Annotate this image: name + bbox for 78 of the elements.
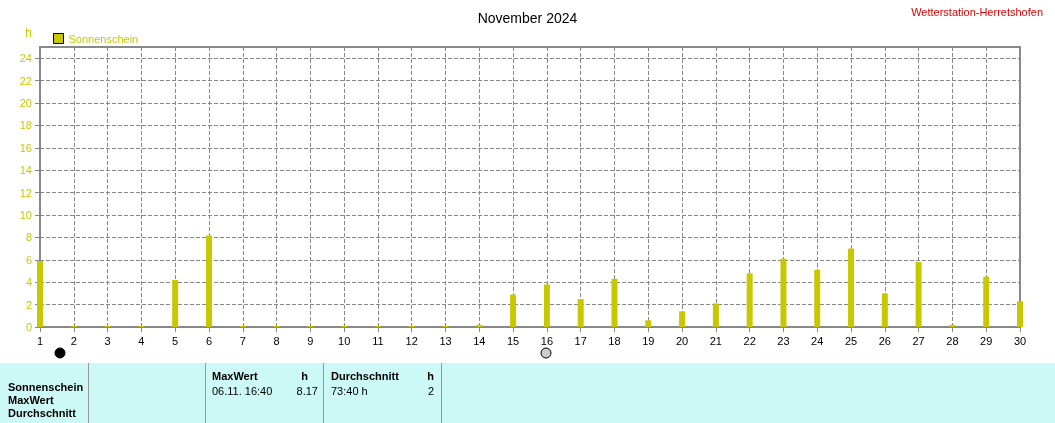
text: Durchschnitt [331, 370, 399, 382]
y-tick-label: 22 [19, 74, 32, 87]
text: Wetterstation-Herretshofen [911, 6, 1043, 18]
y-axis-title: h [25, 26, 32, 40]
text: 73:40 h [331, 385, 368, 397]
x-tick-label: 25 [844, 334, 858, 347]
x-tick-label: 5 [172, 334, 179, 347]
y-tick-label: 8 [25, 231, 32, 244]
x-tick-label: 7 [239, 334, 246, 347]
x-tick-label: 10 [338, 334, 351, 347]
y-tick-label: 6 [25, 253, 32, 266]
x-tick-label: 15 [506, 334, 520, 347]
text: h [301, 370, 308, 382]
x-tick-label: 6 [205, 334, 213, 347]
bar [611, 278, 618, 327]
y-tick-label: 2 [25, 298, 32, 311]
y-tick-label: 0 [25, 321, 32, 333]
x-tick-label: 20 [675, 334, 689, 347]
text: Durchschnitt [8, 407, 76, 419]
x-tick-label: 9 [307, 334, 314, 347]
x-tick-label: 19 [642, 334, 655, 347]
y-tick-label: 12 [19, 186, 32, 199]
x-tick-label: 3 [104, 334, 111, 347]
y-tick-label: 14 [19, 164, 32, 177]
bar [746, 273, 753, 327]
text: h [427, 370, 434, 382]
y-tick-label: 20 [19, 97, 32, 109]
y-tick-label: 24 [19, 52, 32, 65]
bar [915, 262, 922, 327]
y-tick-label: 10 [19, 209, 32, 221]
bar [645, 320, 652, 327]
bar [814, 269, 821, 327]
bar [37, 260, 43, 327]
bar [543, 284, 550, 327]
x-tick-label: 2 [70, 334, 77, 347]
bar [679, 311, 686, 327]
x-tick-label: 8 [273, 334, 280, 347]
text: 2 [427, 385, 434, 397]
text: MaxWert [212, 370, 258, 382]
x-tick-label: 12 [405, 334, 418, 347]
bar [848, 248, 855, 327]
bar [881, 293, 888, 327]
bar [510, 294, 517, 327]
x-tick-label: 23 [777, 334, 790, 347]
legend-label: Sonnenschein [68, 32, 139, 45]
x-tick-label: 11 [372, 334, 384, 347]
bar [476, 324, 483, 327]
x-tick-label: 29 [980, 334, 993, 347]
x-tick-label: 24 [811, 334, 824, 347]
x-tick-label: 28 [946, 334, 959, 347]
bar [712, 303, 719, 327]
text: 8.17 [296, 385, 318, 397]
x-tick-label: 26 [878, 334, 891, 347]
x-tick-label: 13 [439, 334, 452, 347]
chart-title: November 2024 [477, 10, 578, 26]
x-tick-label: 17 [574, 334, 587, 347]
bar [205, 235, 212, 327]
text: 06.11. 16:40 [212, 385, 273, 397]
bar [949, 324, 956, 327]
bar [577, 299, 584, 327]
x-tick-label: 21 [709, 334, 722, 347]
x-tick-label: 30 [1013, 334, 1027, 347]
y-tick-label: 16 [19, 141, 32, 154]
y-tick-label: 4 [25, 276, 32, 289]
x-tick-label: 16 [540, 334, 554, 347]
x-tick-label: 4 [138, 334, 145, 347]
bar [1017, 301, 1023, 327]
bar [780, 258, 787, 327]
bar [983, 276, 990, 327]
x-tick-label: 14 [473, 334, 486, 347]
x-tick-label: 18 [608, 334, 621, 347]
bar [172, 279, 179, 327]
x-tick-label: 22 [743, 334, 756, 347]
y-tick-label: 18 [19, 119, 32, 132]
text: MaxWert [8, 394, 54, 406]
x-tick-label: 27 [912, 334, 925, 347]
text: Sonnenschein [8, 381, 84, 393]
x-tick-label: 1 [36, 334, 44, 347]
